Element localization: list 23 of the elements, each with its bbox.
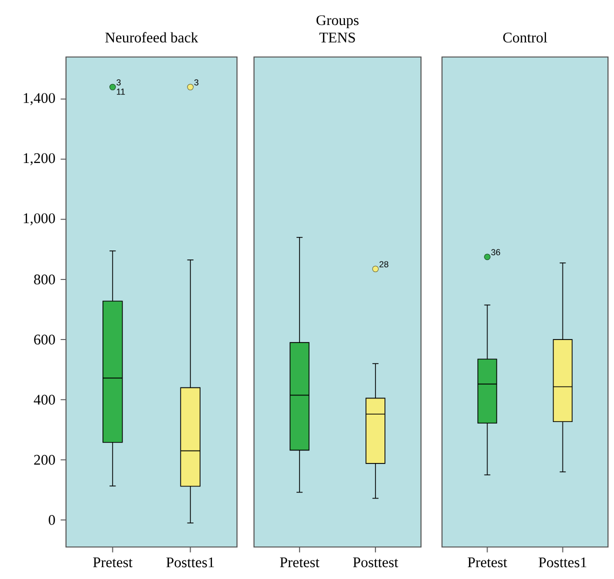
annotation: 3 (194, 79, 198, 86)
x-tick-label: Posttes1 (166, 557, 214, 568)
y-tick-label: 0 (48, 515, 55, 525)
y-tick-label: 1,400 (24, 93, 55, 106)
x-tick-label: Posttes1 (538, 557, 586, 568)
annotation: 3 (116, 79, 121, 86)
x-tick-label: Pretest (468, 557, 508, 568)
annotation: 28 (379, 261, 388, 268)
chart-title: Control (503, 32, 548, 43)
x-tick-label: Posttest (353, 557, 398, 568)
y-tick-label: 400 (34, 394, 55, 405)
annotation: 11 (116, 88, 125, 95)
x-tick-label: Pretest (93, 557, 133, 568)
y-tick-label: 800 (34, 274, 55, 284)
x-tick-label: Pretest (280, 557, 320, 568)
annotation: 36 (491, 249, 500, 256)
y-tick-label: 600 (34, 334, 55, 345)
y-tick-label: 200 (34, 454, 55, 465)
y-tick-label: 1,200 (24, 153, 55, 166)
chart-title: Groups (316, 15, 359, 28)
y-tick-label: 1,000 (24, 213, 55, 226)
chart-subtitle: TENS (319, 32, 355, 43)
chart-title: Neurofeed back (105, 32, 198, 43)
